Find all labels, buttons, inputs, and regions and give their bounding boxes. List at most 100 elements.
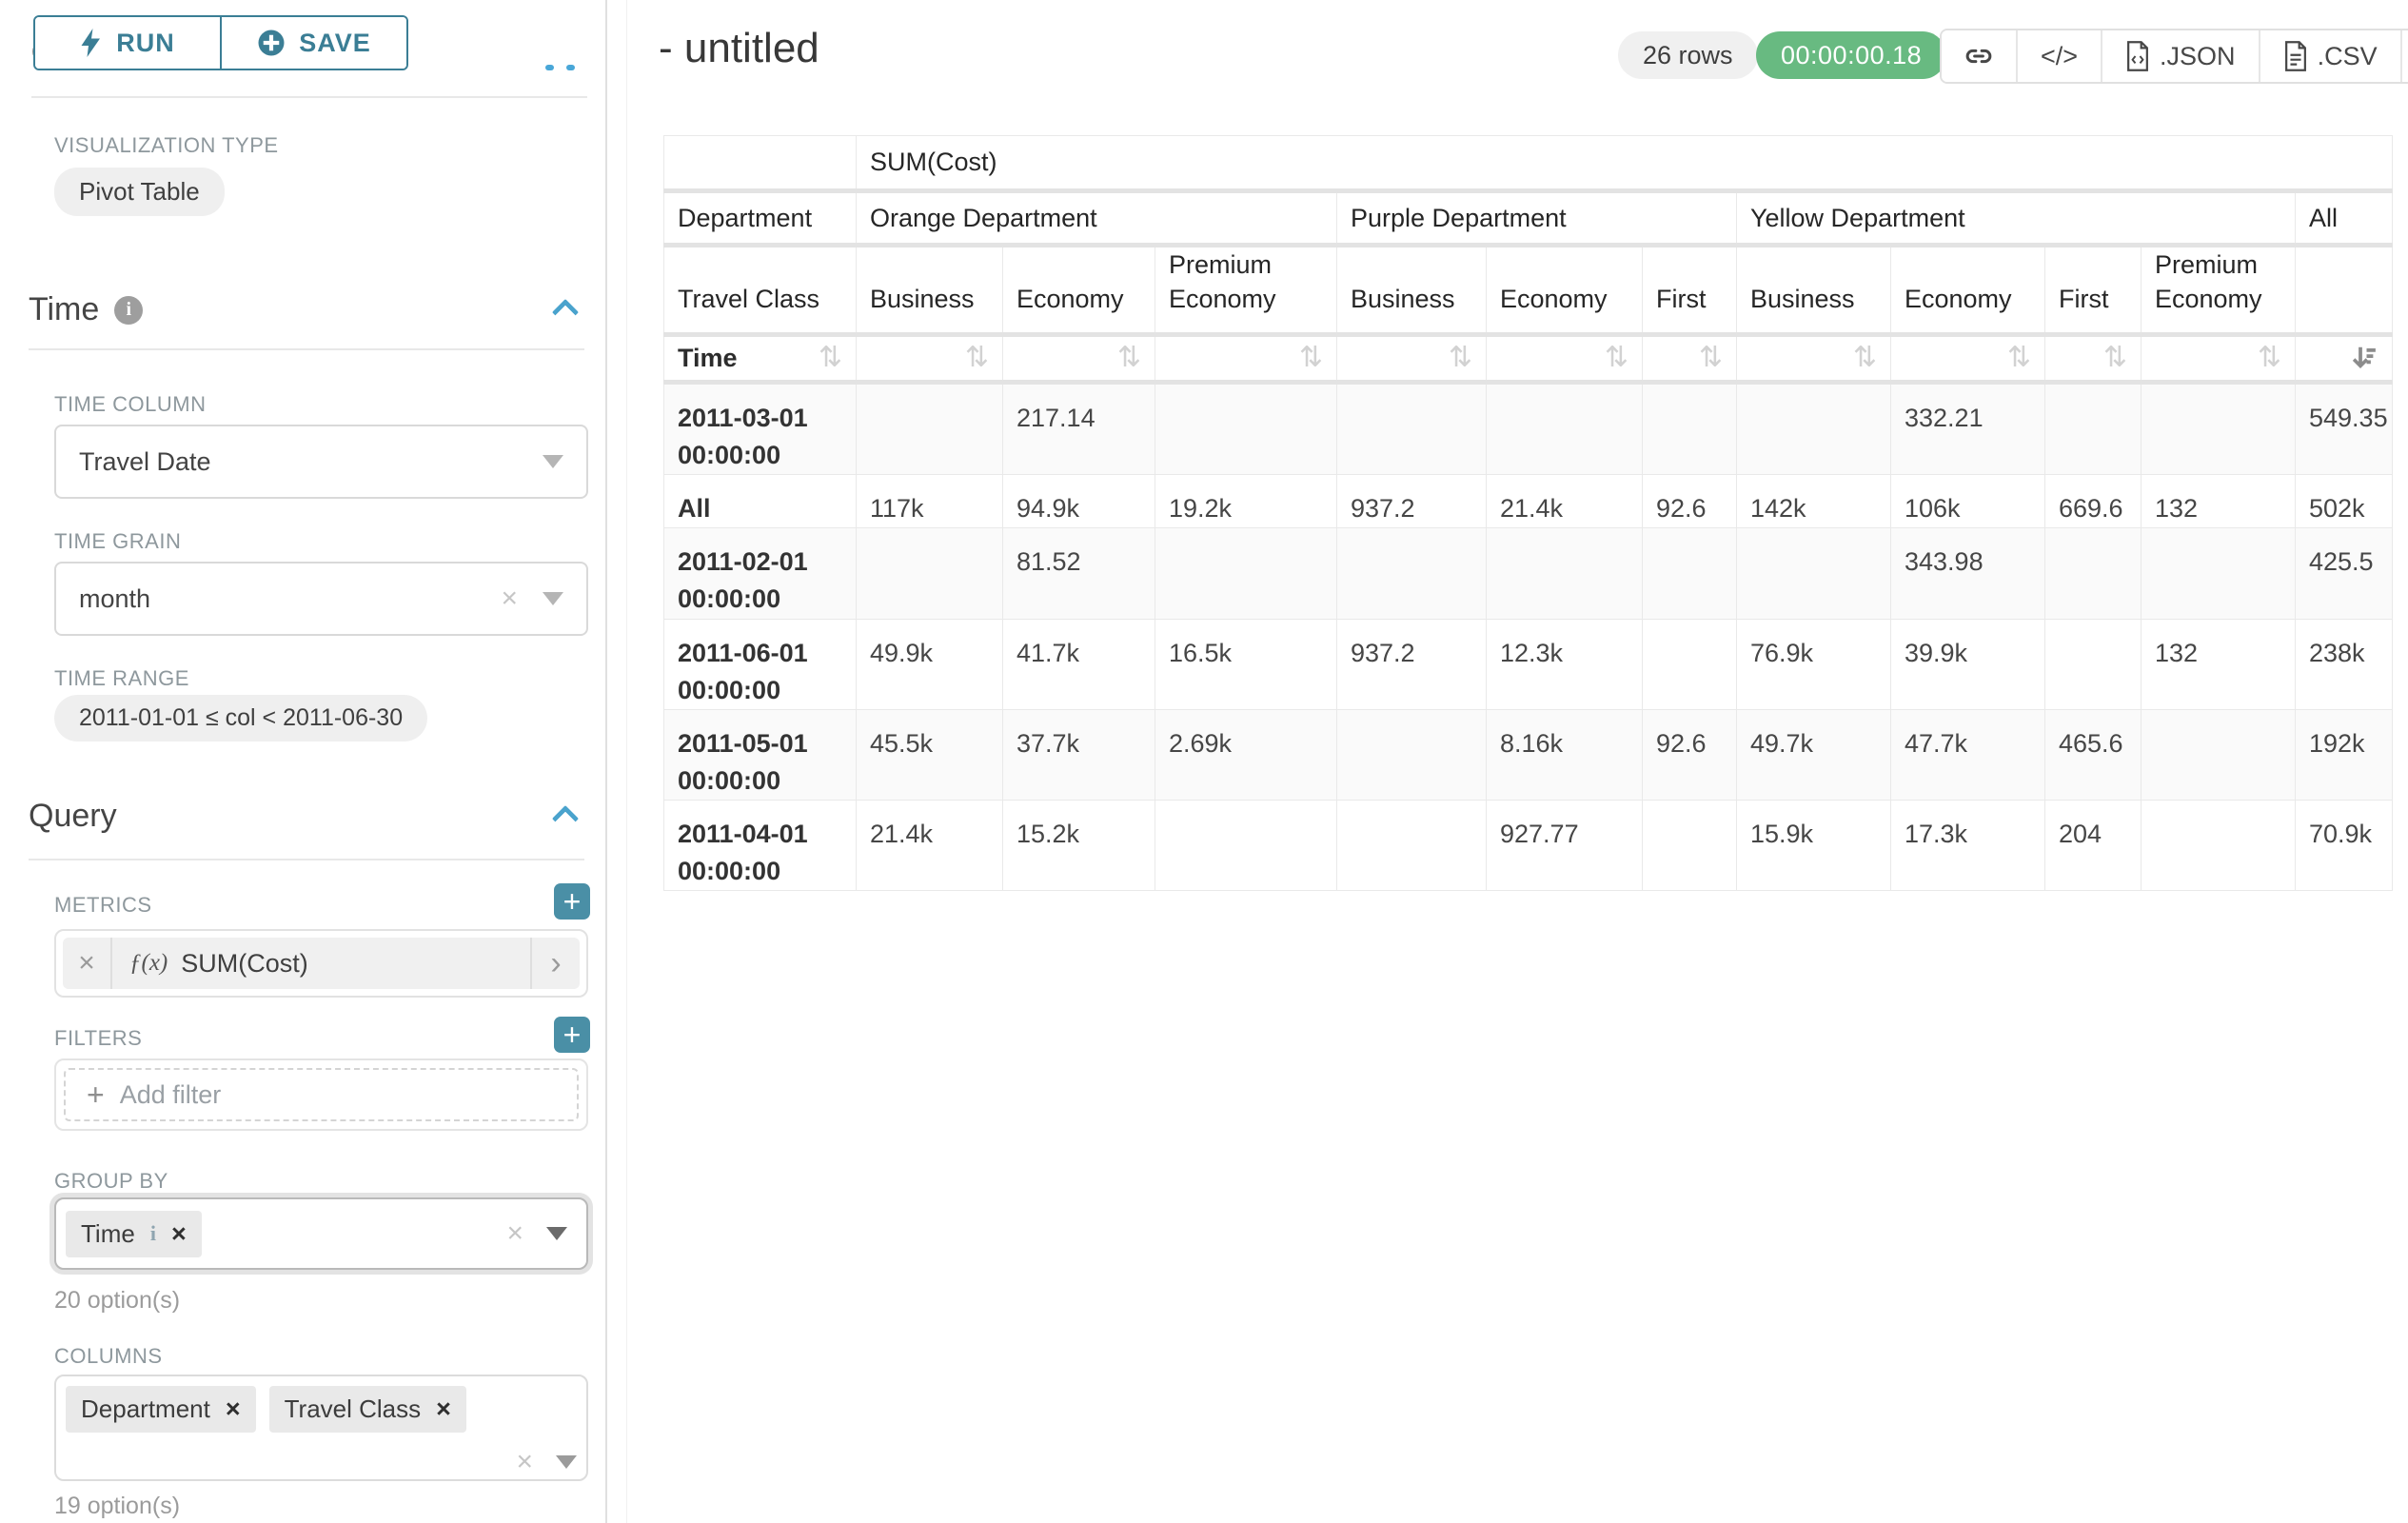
save-button[interactable]: SAVE [220,17,406,69]
group-by-select[interactable]: Time i × × [54,1197,588,1270]
value-cell: 49.7k [1736,708,1891,801]
add-filter-button[interactable]: + [554,1017,590,1053]
sort-icon[interactable]: ⇅ [1604,342,1628,374]
sort-icon[interactable]: ⇅ [818,342,842,374]
dimension-pill-label: Travel Class [284,1394,422,1423]
value-cell: 502k [2294,474,2394,529]
view-query-button[interactable]: </> [2016,30,2102,82]
pivot-row: 2011-04-01 00:00:00 21.4k 15.2k 927.77 15.9k… [663,800,2394,892]
travel-class-cell: Economy [1486,245,1643,335]
time-grain-select[interactable]: month × [54,562,588,636]
dimension-pill[interactable]: Travel Class × [268,1386,466,1433]
value-cell: 19.2k [1155,474,1337,529]
sort-cell[interactable]: ⇅ [1002,333,1155,383]
pivot-row: 2011-03-01 00:00:00 217.14 332.21 549.35 [663,381,2394,476]
collapse-chevron-icon[interactable] [551,298,580,326]
clear-icon[interactable]: × [516,1446,533,1477]
time-range-label: TIME RANGE [54,666,189,690]
time-section-label: Time [29,291,100,327]
value-cell: 217.14 [1002,381,1155,476]
sort-icon[interactable]: ⇅ [1448,342,1472,374]
plus-icon: + [87,1078,105,1112]
sort-cell[interactable]: ⇅ [1890,333,2045,383]
info-icon[interactable]: i [114,295,144,325]
time-column-select[interactable]: Travel Date [54,425,588,499]
add-filter-dropzone[interactable]: + Add filter [64,1068,579,1121]
value-cell [1155,800,1337,892]
time-range-pill[interactable]: 2011-01-01 ≤ col < 2011-06-30 [54,695,428,742]
sort-cell[interactable]: ⇅ [1336,333,1487,383]
sort-icon[interactable]: ⇅ [1698,342,1723,374]
sort-icon[interactable]: ⇅ [1852,342,1877,374]
row-label-cell: 2011-03-01 00:00:00 [663,381,857,476]
plus-icon: + [563,884,582,919]
menu-button[interactable] [2399,30,2408,82]
export-csv-button[interactable]: .CSV [2258,30,2400,82]
remove-pill-icon[interactable]: × [436,1394,451,1423]
share-link-button[interactable] [1942,30,2016,82]
sort-icon[interactable]: ⇅ [964,342,989,374]
travel-class-cell: First [1642,245,1737,335]
pivot-row: 2011-05-01 00:00:00 45.5k 37.7k 2.69k 8.16k 9… [663,708,2394,801]
sort-cell[interactable] [2294,333,2394,383]
sort-icon[interactable]: ⇅ [1298,342,1323,374]
sort-cell[interactable]: ⇅ [1486,333,1643,383]
clear-icon[interactable]: × [501,583,518,614]
panel-divider-inner [626,0,627,1523]
plus-icon: + [563,1018,582,1052]
value-cell [2044,527,2142,620]
value-cell [1642,527,1737,620]
value-cell [1642,618,1737,710]
export-csv-label: .CSV [2317,41,2378,70]
visualization-type-pill[interactable]: Pivot Table [54,168,225,216]
panel-divider[interactable] [605,0,607,1523]
remove-metric-icon[interactable]: × [63,938,112,989]
sort-cell[interactable]: ⇅ [1736,333,1891,383]
sort-cell[interactable]: ⇅ [1155,333,1337,383]
run-button-label: RUN [116,28,175,57]
value-cell: 39.9k [1890,618,2045,710]
chevron-down-icon [543,592,563,605]
columns-options-count: 19 option(s) [54,1493,181,1519]
sort-icon[interactable]: ⇅ [2257,342,2281,374]
dimension-pill[interactable]: Time i × [66,1210,202,1257]
sort-cell[interactable]: ⇅ [2044,333,2142,383]
link-icon [1965,49,1992,64]
chart-title[interactable]: - untitled [659,25,819,71]
metric-pill[interactable]: × ƒ(x) SUM(Cost) › [63,938,580,989]
clear-icon[interactable]: × [506,1217,523,1249]
sort-cell[interactable]: ⇅ [1642,333,1737,383]
sort-icon[interactable]: ⇅ [2102,342,2127,374]
export-json-label: .JSON [2160,41,2236,70]
value-cell: 81.52 [1002,527,1155,620]
chevron-down-icon [543,455,563,468]
row-dimension-label: Time [678,343,738,372]
travel-class-cell [2294,245,2394,335]
info-icon: i [149,1221,156,1245]
expand-metric-icon[interactable]: › [530,938,580,989]
remove-pill-icon[interactable]: × [170,1218,187,1248]
collapse-chevron-icon[interactable] [551,804,580,833]
sort-icon[interactable]: ⇅ [2006,342,2031,374]
lightning-bolt-icon [81,29,101,57]
metric-header-cell: SUM(Cost) [855,135,2394,191]
dimension-pill[interactable]: Department × [66,1386,256,1433]
sort-cell[interactable]: ⇅ [2141,333,2296,383]
columns-select[interactable]: Department × Travel Class × × [54,1375,588,1481]
add-metric-button[interactable]: + [554,883,590,920]
pivot-corner-cell [663,135,857,191]
chevron-down-icon [556,1455,577,1469]
sort-cell[interactable]: ⇅ [856,333,1003,383]
export-json-button[interactable]: .JSON [2101,30,2259,82]
travel-class-cell: Economy [1002,245,1155,335]
run-button[interactable]: RUN [35,17,220,69]
remove-pill-icon[interactable]: × [225,1394,241,1423]
value-cell: 132 [2141,474,2296,529]
value-cell: 17.3k [1890,800,2045,892]
sort-cell-time[interactable]: Time ⇅ [663,333,857,383]
row-label-cell: 2011-04-01 00:00:00 [663,800,857,892]
department-group-cell: Yellow Department [1736,190,2296,246]
filters-container: + Add filter [54,1058,588,1131]
sort-icon[interactable]: ⇅ [1116,342,1141,374]
